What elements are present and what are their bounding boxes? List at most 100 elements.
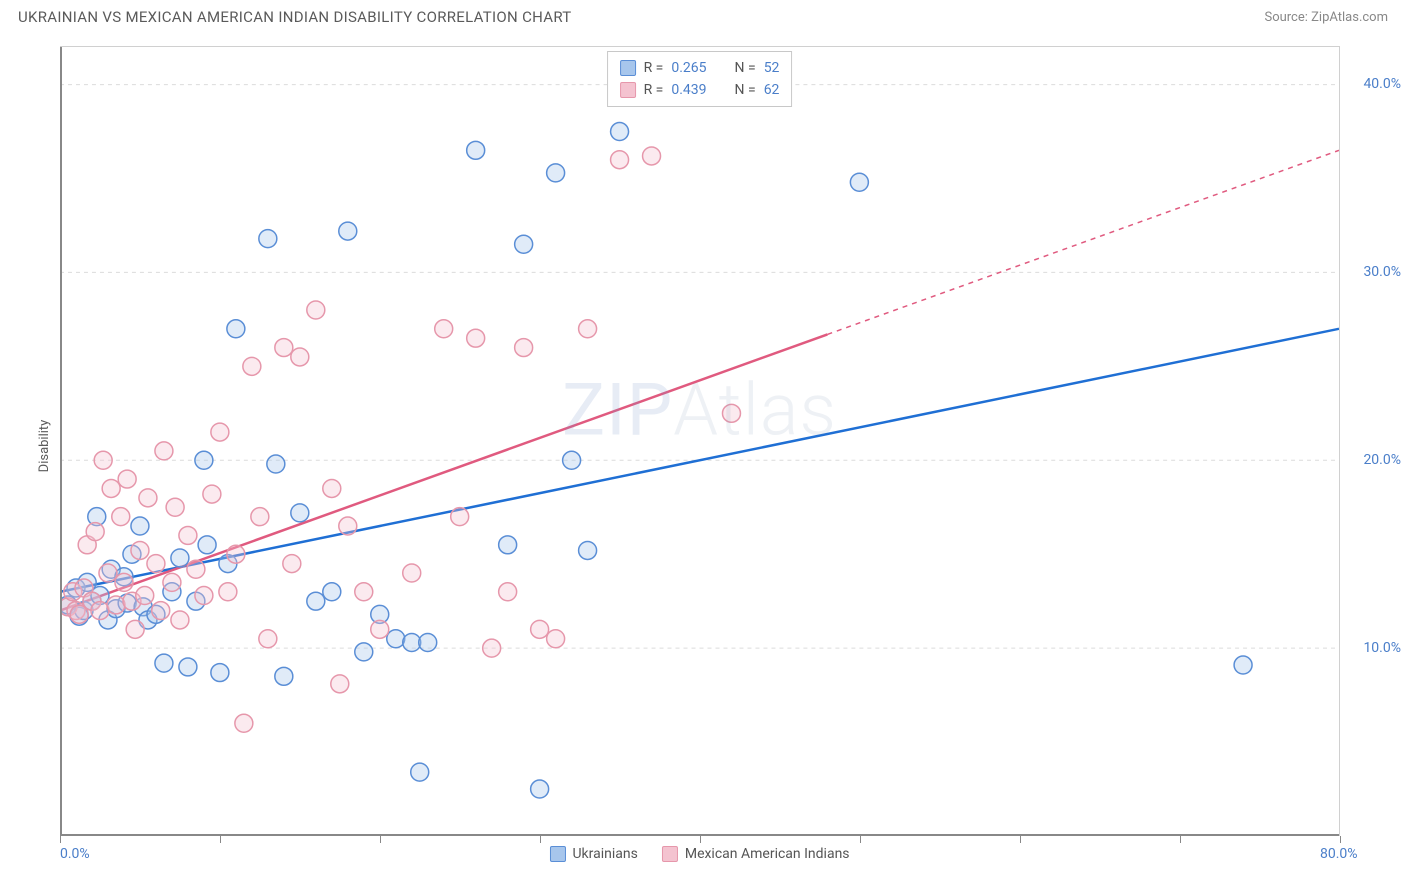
data-point bbox=[291, 504, 309, 522]
data-point bbox=[107, 596, 125, 614]
data-point bbox=[323, 479, 341, 497]
y-tick-label: 40.0% bbox=[1346, 76, 1401, 92]
data-point bbox=[195, 451, 213, 469]
data-point bbox=[259, 630, 277, 648]
data-point bbox=[419, 634, 437, 652]
data-point bbox=[307, 592, 325, 610]
legend-item-series-1: Ukrainians bbox=[549, 846, 637, 862]
data-point bbox=[136, 587, 154, 605]
x-tick-mark bbox=[220, 836, 221, 843]
data-point bbox=[339, 517, 357, 535]
data-point bbox=[339, 222, 357, 240]
x-tick-mark bbox=[540, 836, 541, 843]
x-tick-label: 80.0% bbox=[1320, 846, 1358, 862]
data-point bbox=[355, 643, 373, 661]
data-point bbox=[219, 583, 237, 601]
data-point bbox=[155, 654, 173, 672]
data-point bbox=[163, 573, 181, 591]
data-point bbox=[483, 639, 501, 657]
data-point bbox=[86, 523, 104, 541]
data-point bbox=[179, 526, 197, 544]
data-point bbox=[467, 329, 485, 347]
data-point bbox=[131, 541, 149, 559]
data-point bbox=[331, 675, 349, 693]
x-tick-mark bbox=[380, 836, 381, 843]
chart-header: UKRAINIAN VS MEXICAN AMERICAN INDIAN DIS… bbox=[0, 0, 1406, 32]
x-tick-mark bbox=[1020, 836, 1021, 843]
x-tick-mark bbox=[1340, 836, 1341, 843]
data-point bbox=[211, 423, 229, 441]
data-point bbox=[531, 780, 549, 798]
data-point bbox=[115, 573, 133, 591]
y-tick-label: 10.0% bbox=[1346, 640, 1401, 656]
data-point bbox=[499, 536, 517, 554]
data-point bbox=[579, 320, 597, 338]
data-point bbox=[99, 564, 117, 582]
chart-plot-area: ZIPAtlas 10.0%20.0%30.0%40.0% 0.0%80.0% … bbox=[60, 46, 1340, 836]
data-point bbox=[102, 479, 120, 497]
x-tick-mark bbox=[860, 836, 861, 843]
y-axis-line bbox=[60, 47, 62, 836]
data-point bbox=[611, 123, 629, 141]
data-point bbox=[411, 763, 429, 781]
x-tick-mark bbox=[1180, 836, 1181, 843]
data-point bbox=[94, 451, 112, 469]
data-point bbox=[850, 173, 868, 191]
legend-row-series-1: R = 0.265 N = 52 bbox=[620, 57, 780, 79]
y-tick-label: 30.0% bbox=[1346, 264, 1401, 280]
data-point bbox=[451, 508, 469, 526]
y-tick-label: 20.0% bbox=[1346, 452, 1401, 468]
data-point bbox=[131, 517, 149, 535]
data-point bbox=[171, 549, 189, 567]
data-point bbox=[403, 564, 421, 582]
scatter-plot-svg bbox=[60, 47, 1339, 836]
data-point bbox=[323, 583, 341, 601]
data-point bbox=[166, 498, 184, 516]
data-point bbox=[275, 339, 293, 357]
data-point bbox=[722, 404, 740, 422]
data-point bbox=[195, 587, 213, 605]
data-point bbox=[275, 667, 293, 685]
correlation-legend: R = 0.265 N = 52 R = 0.439 N = 62 bbox=[607, 51, 793, 107]
data-point bbox=[291, 348, 309, 366]
x-tick-mark bbox=[60, 836, 61, 843]
swatch-series-1 bbox=[620, 60, 636, 76]
data-point bbox=[155, 442, 173, 460]
data-point bbox=[211, 664, 229, 682]
data-point bbox=[147, 555, 165, 573]
data-point bbox=[171, 611, 189, 629]
data-point bbox=[198, 536, 216, 554]
data-point bbox=[152, 602, 170, 620]
data-point bbox=[499, 583, 517, 601]
data-point bbox=[118, 470, 136, 488]
chart-source: Source: ZipAtlas.com bbox=[1264, 10, 1388, 25]
data-point bbox=[267, 455, 285, 473]
data-point bbox=[563, 451, 581, 469]
swatch-series-2 bbox=[620, 82, 636, 98]
swatch-series-2-bottom bbox=[662, 846, 678, 862]
legend-row-series-2: R = 0.439 N = 62 bbox=[620, 79, 780, 101]
data-point bbox=[547, 164, 565, 182]
x-tick-mark bbox=[700, 836, 701, 843]
swatch-series-1-bottom bbox=[549, 846, 565, 862]
series-legend: Ukrainians Mexican American Indians bbox=[549, 846, 849, 862]
data-point bbox=[307, 301, 325, 319]
data-point bbox=[187, 560, 205, 578]
chart-title: UKRAINIAN VS MEXICAN AMERICAN INDIAN DIS… bbox=[18, 8, 572, 26]
data-point bbox=[126, 620, 144, 638]
y-axis-label: Disability bbox=[37, 420, 52, 473]
data-point bbox=[355, 583, 373, 601]
data-point bbox=[112, 508, 130, 526]
data-point bbox=[139, 489, 157, 507]
data-point bbox=[387, 630, 405, 648]
data-point bbox=[227, 320, 245, 338]
data-point bbox=[235, 714, 253, 732]
legend-item-series-2: Mexican American Indians bbox=[662, 846, 850, 862]
data-point bbox=[259, 230, 277, 248]
data-point bbox=[611, 151, 629, 169]
data-point bbox=[643, 147, 661, 165]
data-point bbox=[1234, 656, 1252, 674]
data-point bbox=[531, 620, 549, 638]
data-point bbox=[435, 320, 453, 338]
data-point bbox=[547, 630, 565, 648]
